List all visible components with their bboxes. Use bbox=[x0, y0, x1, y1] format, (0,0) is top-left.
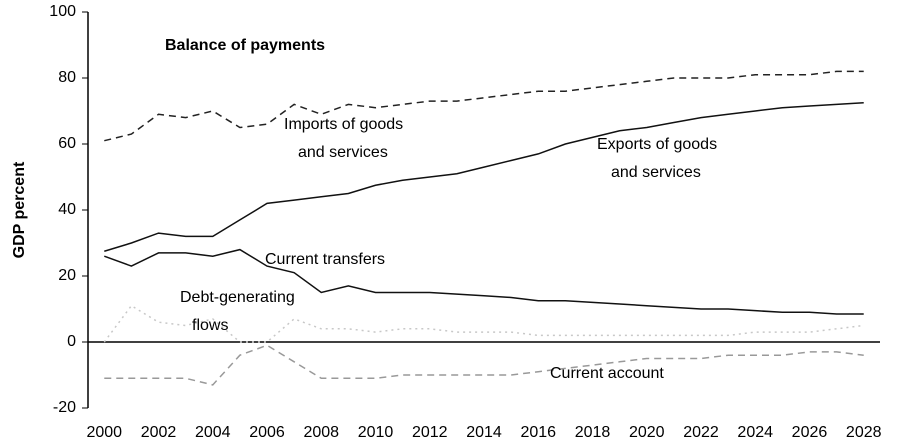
y-tick-label: 20 bbox=[58, 267, 76, 284]
x-tick-label: 2002 bbox=[141, 424, 177, 441]
series-line bbox=[104, 344, 864, 386]
y-tick-label: 0 bbox=[67, 333, 76, 350]
x-tick-label: 2018 bbox=[575, 424, 611, 441]
x-tick-label: 2020 bbox=[629, 424, 665, 441]
annotation: Current account bbox=[550, 365, 664, 382]
y-tick-label: 100 bbox=[49, 3, 76, 20]
x-tick-label: 2004 bbox=[195, 424, 231, 441]
annotation: Exports of goods bbox=[597, 136, 717, 153]
annotation: and services bbox=[298, 144, 388, 161]
y-axis-label: GDP percent bbox=[11, 161, 28, 258]
y-tick-label: -20 bbox=[53, 399, 76, 416]
x-tick-label: 2008 bbox=[303, 424, 339, 441]
series-line bbox=[104, 248, 864, 315]
x-tick-label: 2012 bbox=[412, 424, 448, 441]
annotation: flows bbox=[192, 317, 228, 334]
y-tick-label: 60 bbox=[58, 135, 76, 152]
x-tick-label: 2022 bbox=[683, 424, 719, 441]
series-line bbox=[103, 304, 864, 343]
x-tick-label: 2024 bbox=[737, 424, 773, 441]
y-tick-label: 80 bbox=[58, 69, 76, 86]
x-tick-label: 2010 bbox=[358, 424, 394, 441]
annotation: Debt-generating bbox=[180, 289, 295, 306]
x-tick-label: 2006 bbox=[249, 424, 285, 441]
series-line bbox=[104, 102, 864, 252]
annotation: Current transfers bbox=[265, 251, 385, 268]
x-tick-label: 2014 bbox=[466, 424, 502, 441]
x-tick-label: 2028 bbox=[846, 424, 882, 441]
series-line bbox=[104, 70, 864, 142]
x-tick-label: 2000 bbox=[86, 424, 122, 441]
y-tick-label: 40 bbox=[58, 201, 76, 218]
x-tick-label: 2016 bbox=[520, 424, 556, 441]
chart-title: Balance of payments bbox=[165, 37, 325, 54]
x-tick-label: 2026 bbox=[792, 424, 828, 441]
annotation: and services bbox=[611, 164, 701, 181]
annotation: Imports of goods bbox=[284, 116, 403, 133]
